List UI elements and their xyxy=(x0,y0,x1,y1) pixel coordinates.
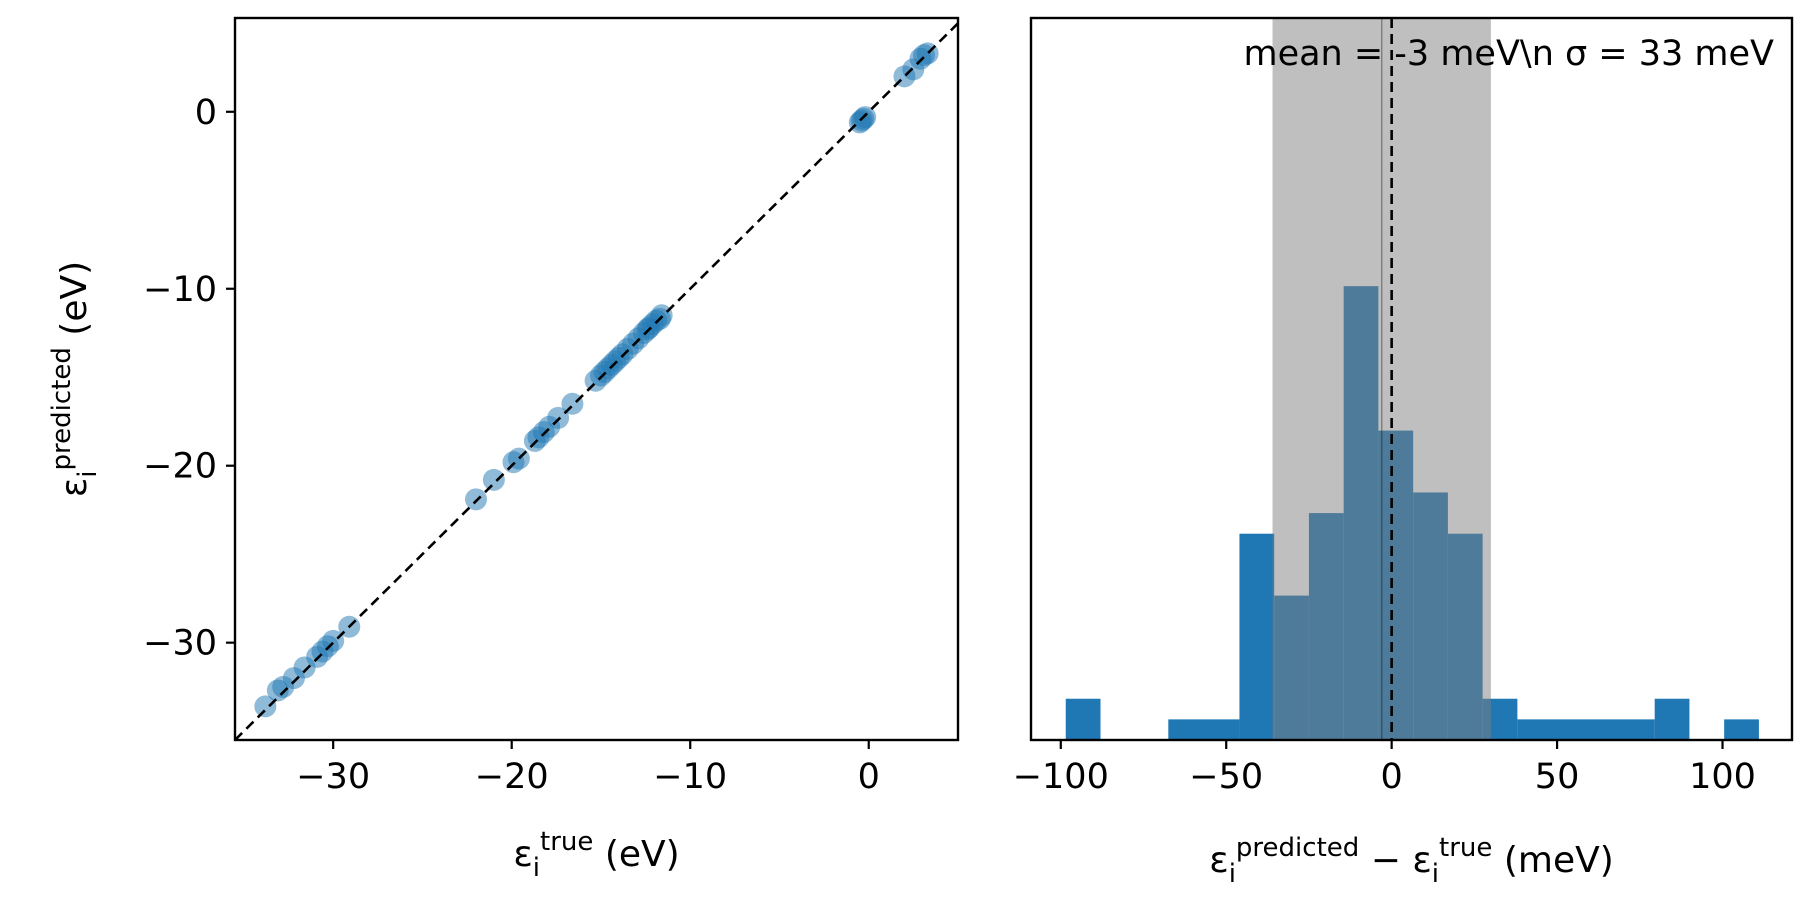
x-label-symbol-2: ε xyxy=(1412,840,1431,881)
scatter-point xyxy=(254,695,277,718)
x-label-subscript-2: i xyxy=(1432,859,1439,889)
histogram-bar xyxy=(1065,698,1101,740)
x-tick-label: −50 xyxy=(1189,757,1263,797)
histogram-x-axis-label: εipredicted − εitrue (meV) xyxy=(1209,833,1614,889)
x-tick-label: −100 xyxy=(1013,757,1109,797)
scatter-axes-frame xyxy=(233,16,960,742)
x-tick-label: 100 xyxy=(1689,757,1756,797)
x-tick-label: −30 xyxy=(296,757,370,797)
scatter-panel: −30 −20 −10 0 −30−20−100 εitrue (eV) εipred… xyxy=(47,16,960,883)
histogram-bar xyxy=(1239,533,1275,740)
y-label-symbol: ε xyxy=(54,478,95,497)
scatter-y-axis-label: εipredicted (eV) xyxy=(47,261,103,497)
scatter-y-ticks: −30 −20 −10 0 xyxy=(143,93,235,664)
y-label-unit: (eV) xyxy=(54,261,95,347)
x-label-symbol-1: ε xyxy=(1209,840,1228,881)
histogram-bar xyxy=(1724,719,1759,740)
y-tick-label: −20 xyxy=(143,447,217,487)
identity-reference-line xyxy=(234,22,959,741)
x-tick-label: 0 xyxy=(858,757,880,797)
x-label-superscript-1: predicted xyxy=(1236,833,1359,863)
x-tick-label: −10 xyxy=(653,757,727,797)
histogram-bar xyxy=(1654,698,1690,740)
histogram-x-ticks: −100 −50 0 50 100 xyxy=(1013,740,1756,797)
x-label-unit: (eV) xyxy=(593,834,679,875)
scatter-point xyxy=(650,304,673,327)
histogram-bar xyxy=(1168,719,1240,740)
scatter-x-ticks: −30 −20 −10 0 xyxy=(296,740,880,797)
histogram-axes-frame xyxy=(1029,16,1794,742)
x-label-superscript-2: true xyxy=(1439,833,1492,863)
histogram-bar xyxy=(1517,719,1655,740)
x-tick-label: −20 xyxy=(475,757,549,797)
y-label-subscript: i xyxy=(73,470,103,477)
y-label-superscript: predicted xyxy=(47,347,77,470)
x-label-subscript-1: i xyxy=(1229,859,1236,889)
x-label-subscript: i xyxy=(533,853,540,883)
histogram-panel: −100 −50 0 50 100 mean = -3 meV\n σ = 33 meV… xyxy=(1013,16,1794,889)
x-label-minus: − xyxy=(1359,840,1412,881)
scatter-x-axis-label: εitrue (eV) xyxy=(513,827,679,883)
y-tick-label: −10 xyxy=(143,270,217,310)
x-label-superscript: true xyxy=(540,827,593,857)
statistics-annotation: mean = -3 meV\n σ = 33 meV xyxy=(1243,34,1774,74)
scatter-point xyxy=(482,468,505,491)
x-label-unit-2: (meV) xyxy=(1492,840,1613,881)
sigma-band xyxy=(1272,18,1491,740)
x-tick-label: 50 xyxy=(1535,757,1580,797)
y-tick-label: 0 xyxy=(195,93,217,133)
y-tick-label: −30 xyxy=(143,624,217,664)
x-label-symbol: ε xyxy=(513,834,532,875)
x-tick-label: 0 xyxy=(1381,757,1403,797)
